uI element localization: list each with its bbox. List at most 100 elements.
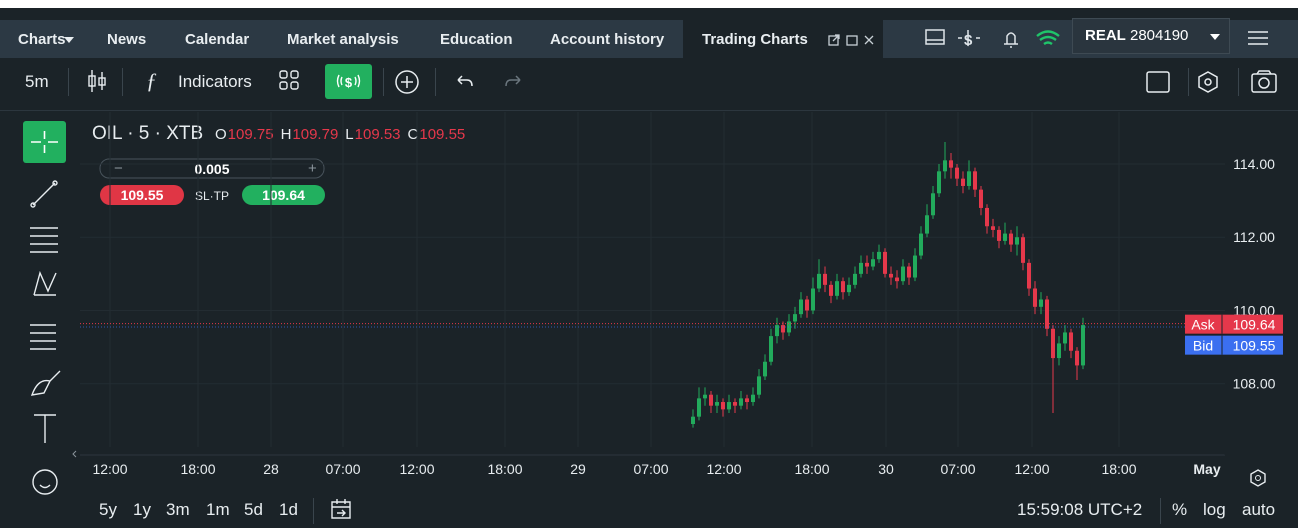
candle-body [973,171,977,190]
tab[interactable]: Education [440,31,513,48]
candle-body [745,398,749,403]
x-tick-label: 18:00 [180,461,215,477]
increase[interactable]: + [308,160,317,177]
drawing-toolbar[interactable] [0,113,80,528]
separator [435,68,436,96]
candle-body [883,251,887,274]
candle-body [793,314,797,322]
indicators[interactable]: Indicators [178,72,252,91]
tab-controls[interactable] [828,33,876,47]
separator [122,68,123,96]
log-toggle[interactable]: log [1203,500,1226,519]
candle-body [811,288,815,311]
add-icon[interactable] [394,69,420,95]
candle-body [1009,233,1013,245]
svg-text:$: $ [345,75,353,90]
undo-redo[interactable] [454,72,524,92]
tab[interactable]: Calendar [185,31,250,48]
candle-body [841,281,845,293]
date-range-icon[interactable] [329,497,355,523]
candle-body [1039,299,1043,307]
candle-body [1075,350,1079,366]
candle-body [757,376,761,395]
x-tick-label: 07:00 [633,461,668,477]
candle-body [913,255,917,278]
buy-price: 109.64 [262,187,305,203]
candle-body [967,171,971,186]
tab[interactable]: Market analysis [287,31,399,48]
axis-settings[interactable] [1250,469,1266,487]
account-type: REAL [1085,27,1126,44]
auto-toggle[interactable]: auto [1242,500,1276,519]
x-tick-label: 12:00 [706,461,741,477]
y-tick-label: 108.00 [1233,376,1276,392]
trade-icon: $ [336,74,361,90]
range-button[interactable]: 5d [244,500,263,519]
x-tick-label: 12:00 [399,461,434,477]
candle-body [751,394,755,403]
candle-body [937,171,941,194]
x-tick-label: 30 [878,461,894,477]
separator [1188,68,1189,96]
candle-body [1081,325,1085,366]
account-selector[interactable]: REAL 2804190 [1072,18,1230,54]
sl-tp[interactable]: SL·TP [195,189,229,203]
x-tick-label: 18:00 [1101,461,1136,477]
sell-button[interactable] [100,185,184,205]
right-tools[interactable] [1144,68,1284,96]
range-button[interactable]: 1y [133,500,151,519]
ohlc-value: 109.55 [419,126,465,143]
fx-icon: ƒ [146,68,157,93]
separator [383,68,384,96]
clock: 15:59:08 UTC+2 [1017,500,1143,519]
tab[interactable]: Account history [550,31,665,48]
candle-body [1021,237,1025,263]
candle-body [847,284,851,293]
x-tick-label: 12:00 [1014,461,1049,477]
range-button[interactable]: 1d [279,500,298,519]
candle-body [859,262,863,274]
chart-type-icon[interactable] [86,68,110,94]
candle-body [697,398,701,417]
candle-body [781,325,785,333]
tab[interactable]: Charts [18,31,66,48]
buy-button[interactable] [242,185,325,205]
app: Charts News Calendar Market analysis Edu… [0,8,1298,528]
menu-icon[interactable] [1248,30,1268,46]
tab[interactable]: Trading Charts [702,31,808,48]
candle-body [775,325,779,337]
candle-body [805,299,809,311]
range-button[interactable]: 5y [99,500,117,519]
candle-body [1069,332,1073,351]
tab[interactable]: News [107,31,147,48]
layout-icon[interactable] [279,70,299,90]
ohlc-label: O [215,126,227,143]
decrease[interactable]: − [114,160,123,177]
candle-body [991,226,995,230]
tab-bar: Charts News Calendar Market analysis Edu… [0,18,1298,58]
separator [1160,498,1161,524]
candle-body [931,193,935,216]
volume: 0.005 [194,161,229,177]
interval[interactable]: 5m [25,72,49,91]
candle-body [955,167,959,179]
candle-body [1051,328,1055,359]
account-number: 2804190 [1130,27,1189,44]
candle-body [823,273,827,285]
ask-price: 109.64 [1233,317,1276,333]
candle-body [733,402,737,406]
trade-button[interactable]: $ [325,64,372,99]
top-icons[interactable]: $ [924,26,1064,52]
separator [1238,68,1239,96]
x-tick-label: 07:00 [940,461,975,477]
x-tick-label: 18:00 [794,461,829,477]
range-button[interactable]: 1m [206,500,230,519]
candle-body [907,266,911,278]
candle-body [919,233,923,256]
candle-body [901,266,905,282]
range-button[interactable]: 3m [166,500,190,519]
separator [68,68,69,96]
candle-body [1027,262,1031,289]
percent-toggle[interactable]: % [1172,500,1188,519]
